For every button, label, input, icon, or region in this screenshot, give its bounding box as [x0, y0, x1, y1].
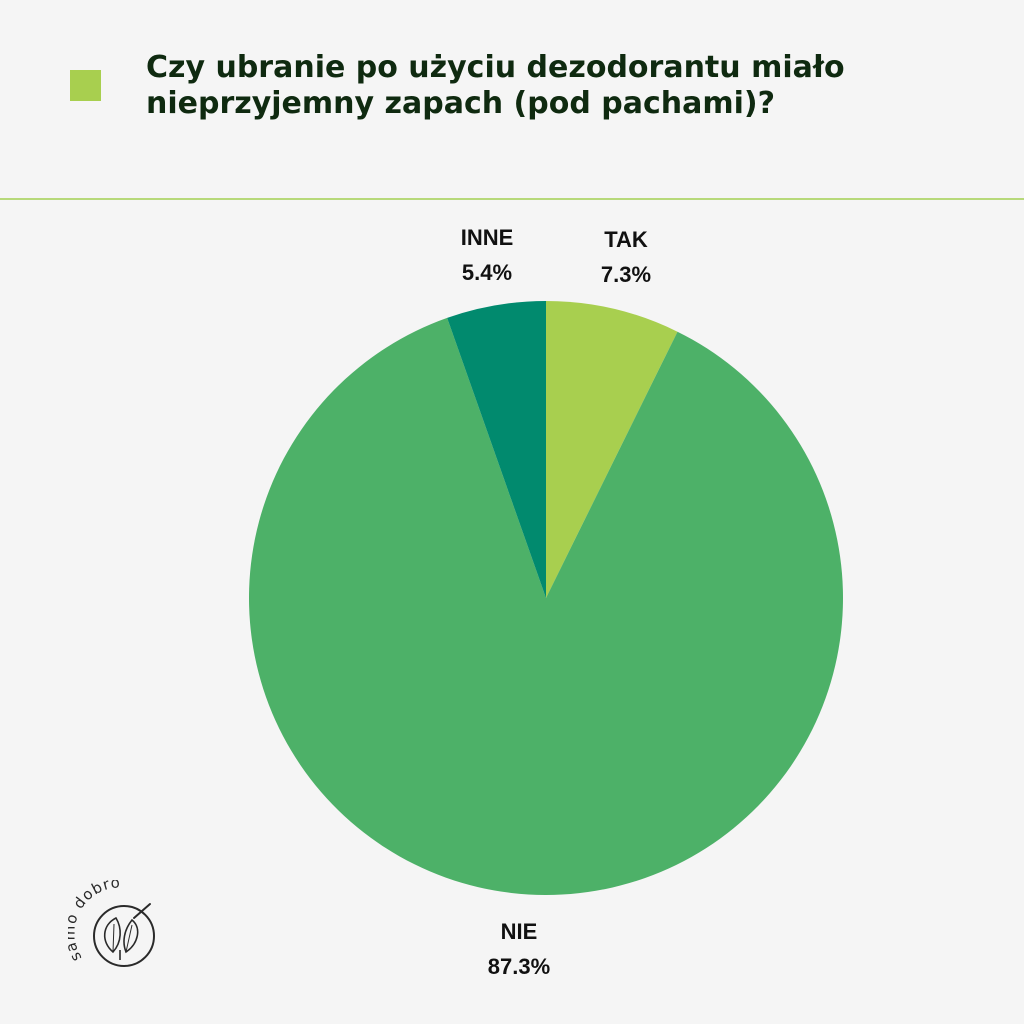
slice-value-tak: 7.3% — [601, 262, 651, 287]
samo-dobro-logo: samo dobro — [68, 880, 155, 967]
logo-leaf-right-vein — [125, 924, 133, 953]
pie-slice-inne — [447, 301, 546, 598]
logo-leaf-right — [123, 918, 139, 954]
title-marker-square — [70, 70, 101, 101]
chart-title: Czy ubranie po użyciu dezodorantu miało … — [146, 50, 845, 121]
slice-label-nie: NIE — [501, 919, 538, 944]
pie-slice-tak — [546, 301, 678, 598]
logo-leaf-left-vein — [112, 923, 115, 953]
logo-circle — [93, 905, 155, 967]
slice-label-inne: INNE — [461, 225, 514, 250]
logo-leaf-left — [103, 916, 121, 954]
slice-value-inne: 5.4% — [462, 260, 512, 285]
header-divider — [0, 198, 1024, 200]
slice-label-tak: TAK — [604, 227, 648, 252]
logo-sprig — [133, 903, 151, 919]
slice-value-nie: 87.3% — [488, 954, 550, 979]
pie-slice-nie — [249, 317, 843, 895]
